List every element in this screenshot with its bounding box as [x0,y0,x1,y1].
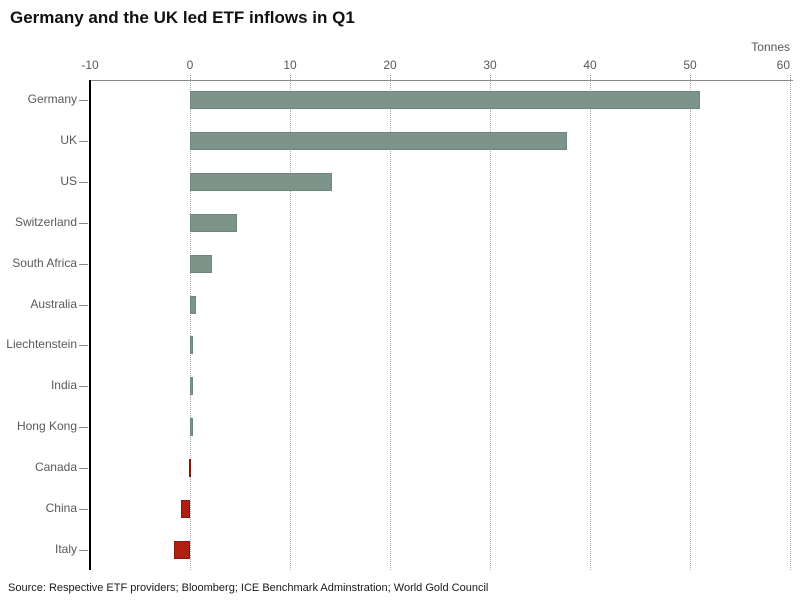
bar-liechtenstein [190,336,193,355]
category-tick [79,386,88,388]
axis-unit-label: Tonnes [751,40,790,54]
gridline [490,80,491,570]
category-label-italy: Italy [54,541,77,556]
category-tick [79,263,88,265]
category-tick [79,549,88,551]
x-tick-label: 40 [583,58,597,72]
bar-canada [189,458,191,477]
category-label-us: US [60,174,77,189]
source-note: Source: Respective ETF providers; Bloomb… [8,582,489,594]
category-label-germany: Germany [27,92,77,107]
x-tick-label: -10 [81,58,99,72]
category-label-australia: Australia [30,296,77,311]
category-tick [79,427,88,429]
axis-tick [390,75,391,80]
axis-tick [790,75,791,80]
category-tick [79,100,88,102]
category-label-south-africa: South Africa [12,255,77,270]
category-label-switzerland: Switzerland [14,214,77,229]
axis-tick [190,75,191,80]
category-tick [79,345,88,347]
axis-tick [290,75,291,80]
category-tick [79,141,88,143]
chart-title: Germany and the UK led ETF inflows in Q1 [10,8,355,27]
category-label-china: China [45,500,77,515]
category-label-uk: UK [60,133,77,148]
gridline [190,80,191,570]
category-label-hong-kong: Hong Kong [16,419,77,434]
bar-australia [190,295,196,314]
x-tick-label: 0 [186,58,194,72]
category-label-india: India [50,378,77,393]
category-tick [79,182,88,184]
x-tick-label: 30 [483,58,497,72]
gridline [790,80,791,570]
gridline [690,80,691,570]
bar-uk [190,132,567,151]
x-tick-label: 10 [283,58,297,72]
y-axis-line [89,80,91,570]
plot-top-border [90,80,793,81]
category-tick [79,467,88,469]
gridline [290,80,291,570]
axis-tick [490,75,491,80]
x-tick-label: 20 [383,58,397,72]
category-tick [79,508,88,510]
bar-south-africa [190,254,212,273]
x-tick-label: 60 [776,58,790,72]
axis-tick [690,75,691,80]
bar-hong-kong [190,418,193,437]
gridline [590,80,591,570]
bar-germany [190,91,700,110]
axis-tick [590,75,591,80]
bar-italy [174,540,190,559]
category-tick [79,222,88,224]
bar-china [181,499,190,518]
x-tick-label: 50 [683,58,697,72]
bar-us [190,173,332,192]
category-label-liechtenstein: Liechtenstein [6,337,77,352]
gridline [390,80,391,570]
bar-india [190,377,193,396]
category-label-canada: Canada [34,459,77,474]
category-tick [79,304,88,306]
bar-switzerland [190,213,237,232]
